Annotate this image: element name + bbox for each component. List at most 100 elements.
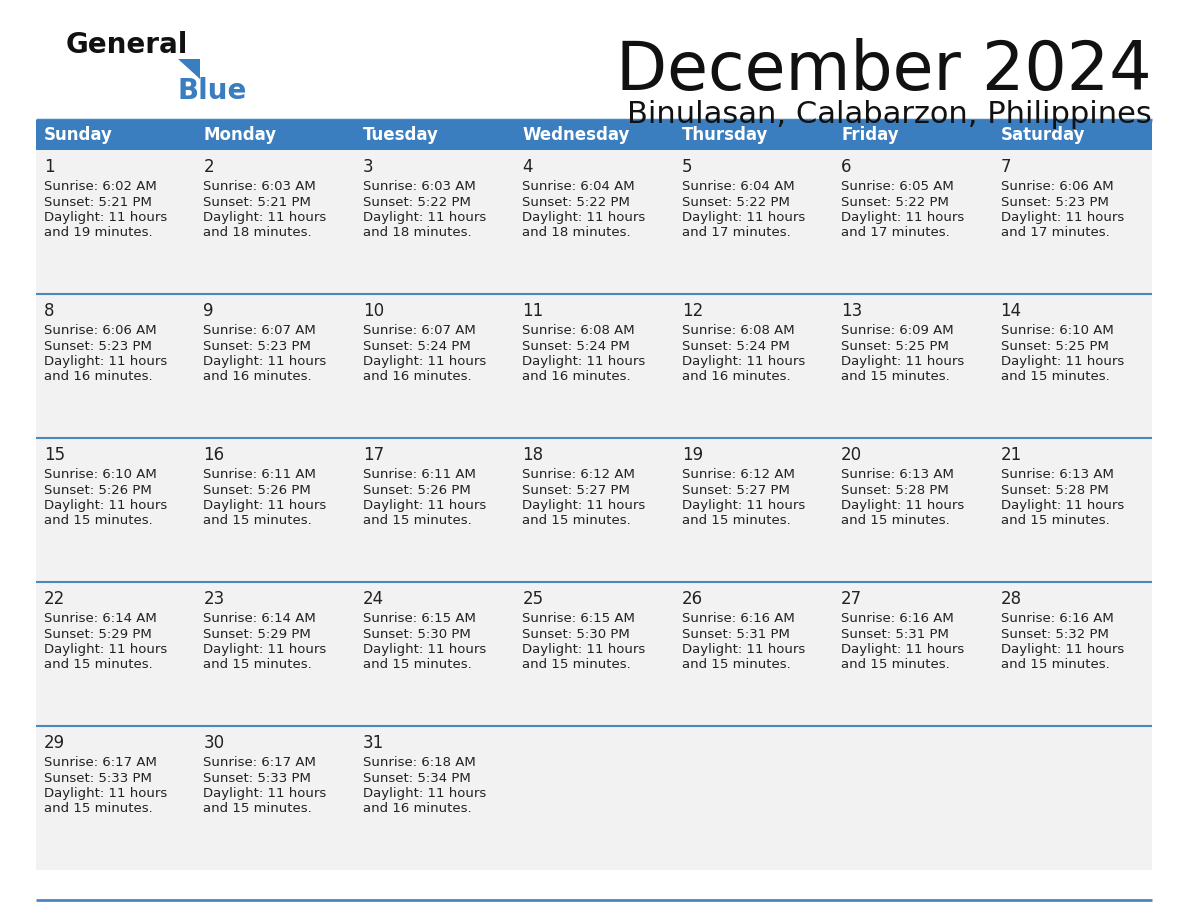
Bar [833,150,992,294]
Bar [36,294,196,438]
Bar [355,120,514,150]
Text: 23: 23 [203,590,225,608]
Text: Daylight: 11 hours: Daylight: 11 hours [362,499,486,512]
Text: Sunrise: 6:14 AM: Sunrise: 6:14 AM [44,612,157,625]
Text: Sunrise: 6:10 AM: Sunrise: 6:10 AM [1000,324,1113,337]
Bar [355,726,514,870]
Bar [196,294,355,438]
Text: Sunrise: 6:10 AM: Sunrise: 6:10 AM [44,468,157,481]
Text: 11: 11 [523,302,544,320]
Bar [992,582,1152,726]
Text: 16: 16 [203,446,225,464]
Text: Sunrise: 6:15 AM: Sunrise: 6:15 AM [523,612,636,625]
Text: Daylight: 11 hours: Daylight: 11 hours [1000,643,1124,656]
Text: and 18 minutes.: and 18 minutes. [203,227,312,240]
Bar [196,726,355,870]
Text: Daylight: 11 hours: Daylight: 11 hours [682,355,805,368]
Bar [992,438,1152,582]
Text: Sunrise: 6:13 AM: Sunrise: 6:13 AM [841,468,954,481]
Text: Sunrise: 6:06 AM: Sunrise: 6:06 AM [44,324,157,337]
Bar [674,438,833,582]
Text: and 16 minutes.: and 16 minutes. [682,371,790,384]
Bar [674,726,833,870]
Bar [36,438,196,582]
Text: 31: 31 [362,734,384,752]
Text: Sunset: 5:26 PM: Sunset: 5:26 PM [44,484,152,497]
Text: Daylight: 11 hours: Daylight: 11 hours [841,643,965,656]
Text: Sunset: 5:27 PM: Sunset: 5:27 PM [682,484,790,497]
Text: Sunrise: 6:13 AM: Sunrise: 6:13 AM [1000,468,1113,481]
Text: Daylight: 11 hours: Daylight: 11 hours [362,643,486,656]
Text: 9: 9 [203,302,214,320]
Text: Monday: Monday [203,126,277,144]
Text: Daylight: 11 hours: Daylight: 11 hours [523,643,645,656]
Text: Sunset: 5:33 PM: Sunset: 5:33 PM [203,771,311,785]
Text: and 18 minutes.: and 18 minutes. [523,227,631,240]
Text: and 15 minutes.: and 15 minutes. [203,514,312,528]
Text: Sunrise: 6:17 AM: Sunrise: 6:17 AM [203,756,316,769]
Text: and 15 minutes.: and 15 minutes. [682,658,790,671]
Text: 22: 22 [44,590,65,608]
Text: Sunrise: 6:16 AM: Sunrise: 6:16 AM [1000,612,1113,625]
Text: and 17 minutes.: and 17 minutes. [682,227,790,240]
Text: December 2024: December 2024 [617,38,1152,104]
Bar [833,582,992,726]
Bar [355,150,514,294]
Bar [196,120,355,150]
Text: and 16 minutes.: and 16 minutes. [362,371,472,384]
Text: and 15 minutes.: and 15 minutes. [44,514,153,528]
Text: Friday: Friday [841,126,899,144]
Text: and 15 minutes.: and 15 minutes. [1000,658,1110,671]
Text: Tuesday: Tuesday [362,126,438,144]
Text: Blue: Blue [178,77,247,105]
Text: Wednesday: Wednesday [523,126,630,144]
Text: and 15 minutes.: and 15 minutes. [44,658,153,671]
Bar [196,438,355,582]
Text: and 15 minutes.: and 15 minutes. [841,371,950,384]
Text: Thursday: Thursday [682,126,769,144]
Text: Sunset: 5:25 PM: Sunset: 5:25 PM [841,340,949,353]
Text: Daylight: 11 hours: Daylight: 11 hours [841,355,965,368]
Text: Daylight: 11 hours: Daylight: 11 hours [203,499,327,512]
Text: and 15 minutes.: and 15 minutes. [203,658,312,671]
Text: Sunset: 5:23 PM: Sunset: 5:23 PM [1000,196,1108,208]
Bar [514,120,674,150]
Text: Daylight: 11 hours: Daylight: 11 hours [362,787,486,800]
Text: Sunset: 5:21 PM: Sunset: 5:21 PM [203,196,311,208]
Text: Daylight: 11 hours: Daylight: 11 hours [1000,211,1124,224]
Text: 2: 2 [203,158,214,176]
Text: 29: 29 [44,734,65,752]
Text: 19: 19 [682,446,703,464]
Text: Sunrise: 6:03 AM: Sunrise: 6:03 AM [203,180,316,193]
Bar [674,582,833,726]
Text: 27: 27 [841,590,862,608]
Text: 28: 28 [1000,590,1022,608]
Text: 21: 21 [1000,446,1022,464]
Text: and 16 minutes.: and 16 minutes. [44,371,152,384]
Text: Sunset: 5:30 PM: Sunset: 5:30 PM [362,628,470,641]
Text: and 15 minutes.: and 15 minutes. [841,658,950,671]
Text: Sunset: 5:31 PM: Sunset: 5:31 PM [682,628,790,641]
Text: Sunset: 5:30 PM: Sunset: 5:30 PM [523,628,630,641]
Bar [992,150,1152,294]
Text: Sunday: Sunday [44,126,113,144]
Text: Sunset: 5:34 PM: Sunset: 5:34 PM [362,771,470,785]
Text: Daylight: 11 hours: Daylight: 11 hours [682,499,805,512]
Bar [196,582,355,726]
Text: Sunrise: 6:02 AM: Sunrise: 6:02 AM [44,180,157,193]
Text: Sunset: 5:28 PM: Sunset: 5:28 PM [841,484,949,497]
Text: Sunrise: 6:06 AM: Sunrise: 6:06 AM [1000,180,1113,193]
Text: Daylight: 11 hours: Daylight: 11 hours [203,643,327,656]
Text: 5: 5 [682,158,693,176]
Text: Sunset: 5:33 PM: Sunset: 5:33 PM [44,771,152,785]
Bar [674,120,833,150]
Text: Daylight: 11 hours: Daylight: 11 hours [44,643,168,656]
Text: Sunset: 5:31 PM: Sunset: 5:31 PM [841,628,949,641]
Text: and 18 minutes.: and 18 minutes. [362,227,472,240]
Text: and 15 minutes.: and 15 minutes. [841,514,950,528]
Bar [36,726,196,870]
Text: Sunset: 5:26 PM: Sunset: 5:26 PM [203,484,311,497]
Bar [36,582,196,726]
Text: Daylight: 11 hours: Daylight: 11 hours [362,211,486,224]
Text: Daylight: 11 hours: Daylight: 11 hours [203,211,327,224]
